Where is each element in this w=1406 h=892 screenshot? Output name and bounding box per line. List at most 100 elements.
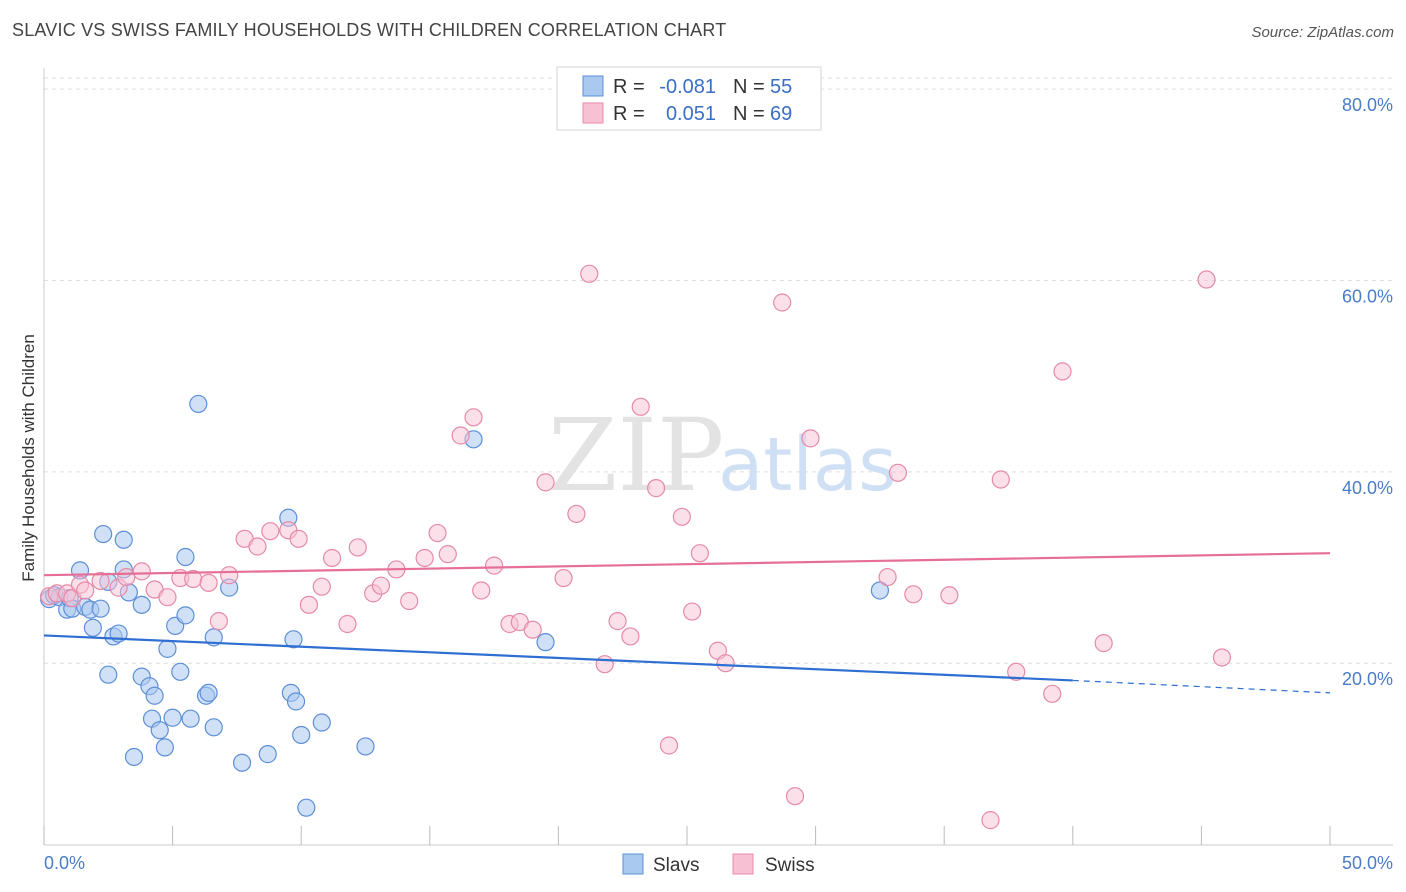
swiss-point bbox=[464, 408, 483, 427]
swiss-point bbox=[199, 573, 218, 592]
swiss-point bbox=[523, 620, 542, 639]
x-tick-label-left: 0.0% bbox=[44, 853, 85, 873]
swiss-point bbox=[158, 588, 177, 607]
y-tick-label: 40.0% bbox=[1342, 478, 1393, 498]
swiss-point bbox=[567, 504, 586, 524]
trend-lines bbox=[43, 552, 1331, 694]
swiss-point bbox=[209, 612, 228, 631]
y-tick-label: 60.0% bbox=[1342, 286, 1393, 306]
swiss-point bbox=[904, 585, 923, 604]
swiss-point bbox=[261, 522, 280, 541]
slavs-point bbox=[150, 721, 169, 740]
swiss-point bbox=[659, 736, 679, 755]
swiss-point bbox=[428, 523, 447, 543]
swiss-point bbox=[248, 537, 267, 556]
grid-lines bbox=[44, 77, 1393, 664]
swiss-point bbox=[1094, 634, 1113, 653]
slavs-point bbox=[132, 595, 151, 614]
swiss-point bbox=[621, 627, 640, 646]
swiss-point bbox=[1212, 648, 1232, 667]
swiss-point bbox=[683, 602, 702, 621]
legend-n-label-slavs: N = bbox=[733, 76, 765, 98]
swiss-point bbox=[371, 576, 391, 595]
legend-swatch-slavs bbox=[582, 75, 604, 97]
slavs-point bbox=[356, 737, 375, 756]
legend-swatch-swiss bbox=[582, 102, 604, 124]
swiss-point bbox=[1043, 684, 1062, 703]
swiss-point bbox=[1007, 662, 1026, 681]
slavs-point bbox=[232, 753, 252, 772]
slavs-point bbox=[99, 665, 118, 684]
swiss-point bbox=[773, 293, 792, 312]
swiss-point bbox=[716, 654, 735, 673]
slavs-trend-line bbox=[43, 634, 1073, 682]
swiss-point bbox=[631, 397, 650, 416]
legend-n-value-swiss: 69 bbox=[770, 103, 792, 125]
legend-n-label-swiss: N = bbox=[733, 103, 765, 125]
swiss-point bbox=[878, 567, 897, 587]
swiss-point bbox=[608, 612, 627, 631]
swiss-point bbox=[312, 577, 331, 596]
slavs-point bbox=[536, 633, 555, 652]
swiss-point bbox=[888, 463, 908, 482]
swiss-point bbox=[438, 545, 457, 564]
slavs-point bbox=[145, 686, 164, 705]
slavs-point bbox=[292, 725, 311, 745]
swiss-points bbox=[40, 264, 1232, 830]
slavs-point bbox=[312, 713, 331, 732]
swiss-point bbox=[348, 538, 367, 557]
swiss-point bbox=[117, 567, 136, 587]
swiss-point bbox=[1053, 362, 1072, 381]
swiss-point bbox=[400, 591, 419, 611]
legend: R = -0.081 N = 55 R = 0.051 N = 69 bbox=[556, 66, 822, 131]
slavs-point bbox=[189, 394, 208, 414]
legend-r-label-slavs: R = bbox=[613, 76, 645, 98]
watermark: ZIP atlas bbox=[548, 397, 897, 514]
swiss-trend-line bbox=[43, 552, 1331, 577]
swiss-point bbox=[536, 473, 555, 492]
legend-n-value-slavs: 55 bbox=[770, 76, 792, 98]
slavs-point bbox=[204, 718, 223, 737]
watermark-zip: ZIP bbox=[548, 397, 724, 514]
swiss-point bbox=[1197, 270, 1216, 289]
swiss-point bbox=[801, 429, 820, 448]
swiss-point bbox=[76, 581, 95, 600]
x-tick-labels: 0.0% 50.0% bbox=[44, 853, 1393, 873]
swiss-point bbox=[322, 548, 342, 568]
slavs-point bbox=[158, 639, 177, 658]
slavs-point bbox=[284, 630, 303, 649]
swiss-point bbox=[220, 566, 239, 585]
x-tick-label-right: 50.0% bbox=[1342, 853, 1393, 873]
swiss-point bbox=[289, 529, 308, 548]
swiss-point bbox=[299, 595, 319, 614]
bottom-legend-swatch-swiss bbox=[732, 853, 754, 875]
bottom-legend: Slavs Swiss bbox=[622, 853, 815, 876]
slavs-point bbox=[171, 662, 190, 681]
slavs-point bbox=[199, 683, 218, 702]
slavs-point bbox=[181, 709, 200, 728]
bottom-legend-label-slavs: Slavs bbox=[653, 855, 699, 876]
y-tick-label: 20.0% bbox=[1342, 669, 1393, 689]
y-tick-labels: 20.0% 40.0% 60.0% 80.0% bbox=[1342, 95, 1393, 689]
swiss-point bbox=[472, 581, 491, 600]
slavs-point bbox=[94, 524, 113, 544]
axes bbox=[43, 68, 1393, 846]
slavs-point bbox=[176, 547, 195, 567]
swiss-point bbox=[981, 811, 1000, 830]
swiss-point bbox=[485, 556, 504, 575]
swiss-point bbox=[991, 470, 1010, 489]
slavs-point bbox=[83, 618, 102, 637]
swiss-point bbox=[785, 787, 805, 806]
slavs-point bbox=[124, 747, 144, 767]
chart-title: SLAVIC VS SWISS FAMILY HOUSEHOLDS WITH C… bbox=[12, 20, 727, 40]
swiss-point bbox=[580, 264, 599, 283]
swiss-point bbox=[647, 479, 666, 498]
source-label: Source: ZipAtlas.com bbox=[1251, 24, 1394, 41]
swiss-point bbox=[595, 655, 614, 674]
swiss-point bbox=[338, 614, 357, 634]
swiss-point bbox=[690, 544, 709, 563]
slavs-point bbox=[114, 530, 133, 549]
slavs-point bbox=[870, 581, 890, 600]
slavs-point bbox=[258, 745, 277, 764]
